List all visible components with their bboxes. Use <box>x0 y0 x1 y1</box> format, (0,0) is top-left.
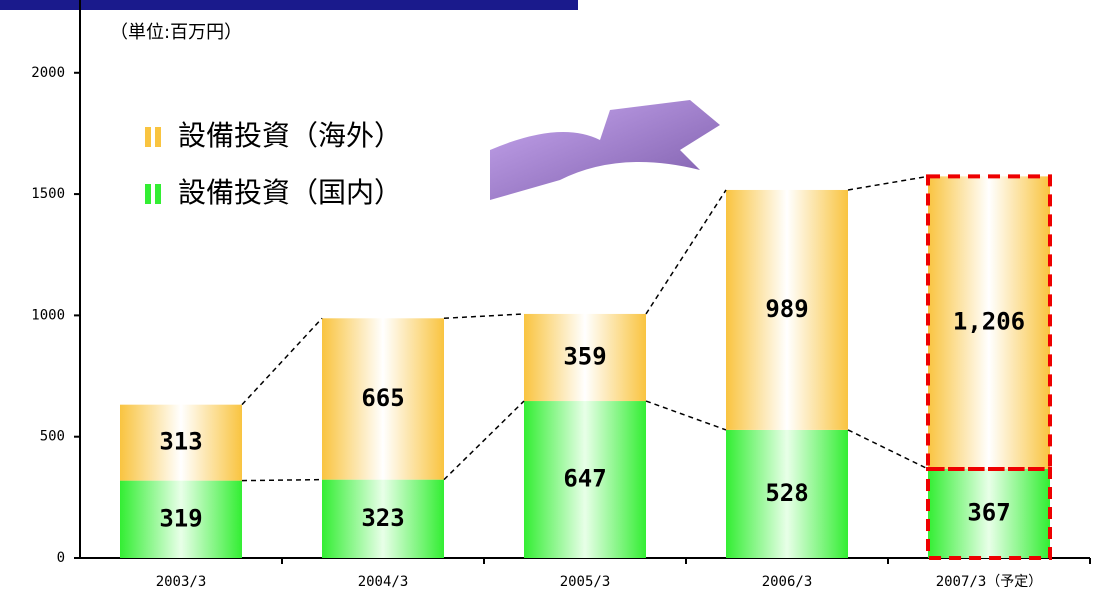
bar-segment <box>120 404 242 481</box>
bar-segment <box>726 189 848 430</box>
header-bar <box>0 0 578 10</box>
data-label: 989 <box>765 295 808 323</box>
bar-segment <box>120 480 242 558</box>
connector <box>443 400 525 481</box>
legend-swatch <box>145 127 151 147</box>
highlight <box>926 174 1052 471</box>
unit-label: （単位:百万円） <box>110 22 242 43</box>
bar-segment <box>322 479 444 558</box>
legend-label: 設備投資（海外） <box>178 119 402 152</box>
connector <box>847 429 929 470</box>
legend-swatch <box>155 184 161 204</box>
legend-label: 設備投資（国内） <box>178 176 402 209</box>
y-tick-label: 1000 <box>31 307 65 323</box>
y-tick-label: 2000 <box>31 65 65 81</box>
bar-segment <box>726 429 848 558</box>
connector <box>443 313 525 320</box>
x-tick-label: 2003/3 <box>156 574 207 590</box>
y-tick-label: 1500 <box>31 186 65 202</box>
bar-segment <box>928 468 1050 558</box>
legend-swatch <box>145 184 151 204</box>
bar-segment <box>524 313 646 402</box>
data-label: 323 <box>361 504 404 532</box>
highlight <box>926 466 1052 561</box>
y-tick-label: 500 <box>40 429 65 445</box>
data-label: 319 <box>159 504 202 532</box>
data-label: 665 <box>361 384 404 412</box>
arrow <box>490 100 720 200</box>
data-label: 528 <box>765 479 808 507</box>
bar-segment <box>524 401 646 558</box>
x-tick-label: 2006/3 <box>762 574 813 590</box>
data-label: 359 <box>563 342 606 370</box>
legend-swatch <box>155 127 161 147</box>
bar-segment <box>928 176 1050 469</box>
data-label: 1,206 <box>953 308 1025 336</box>
data-label: 313 <box>159 428 202 456</box>
x-tick-label: 2004/3 <box>358 574 409 590</box>
x-tick-label: 2007/3（予定） <box>936 574 1043 590</box>
x-tick-label: 2005/3 <box>560 574 611 590</box>
connector <box>645 400 727 431</box>
connector <box>645 189 727 315</box>
data-label: 367 <box>967 498 1010 526</box>
connector <box>241 317 323 406</box>
bar-segment <box>322 318 444 480</box>
y-tick-label: 0 <box>57 550 65 566</box>
data-label: 647 <box>563 465 606 493</box>
connector <box>241 478 323 482</box>
connector <box>847 175 929 191</box>
